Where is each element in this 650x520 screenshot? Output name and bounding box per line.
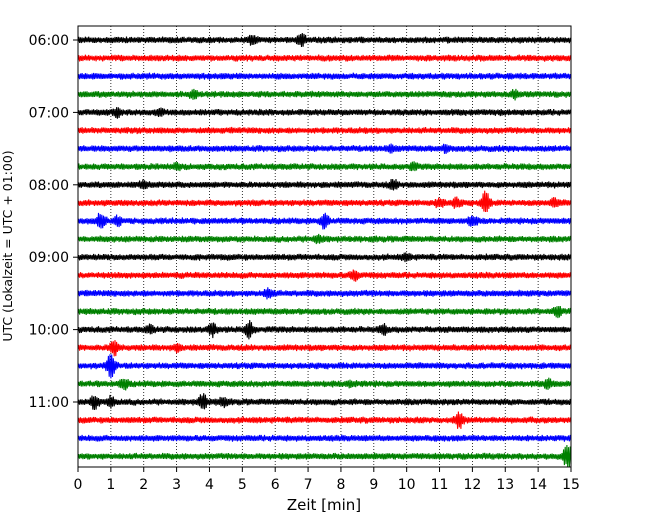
trace-09:45	[77, 306, 572, 319]
x-tick-label-8: 8	[336, 477, 345, 493]
y-tick-label-11:00: 11:00	[29, 395, 69, 411]
x-tick-label-3: 3	[172, 477, 181, 493]
y-tick-label-07:00: 07:00	[29, 105, 69, 121]
trace-07:45	[77, 161, 572, 172]
x-tick-label-15: 15	[562, 477, 580, 493]
y-tick-label-06:00: 06:00	[29, 33, 69, 49]
x-tick-label-11: 11	[431, 477, 449, 493]
x-tick-label-5: 5	[238, 477, 247, 493]
trace-06:00	[77, 32, 572, 48]
trace-10:30	[77, 354, 572, 379]
y-tick-label-10:00: 10:00	[29, 323, 69, 339]
trace-09:00	[77, 252, 572, 263]
x-tick-label-1: 1	[106, 477, 115, 493]
trace-07:30	[77, 143, 572, 154]
x-tick-label-0: 0	[74, 477, 83, 493]
x-tick-label-4: 4	[205, 477, 214, 493]
trace-11:30	[77, 434, 572, 442]
y-axis-label: UTC (Lokalzeit = UTC + 01:00)	[0, 150, 15, 341]
x-tick-label-7: 7	[304, 477, 313, 493]
trace-06:30	[77, 72, 572, 80]
y-tick-label-09:00: 09:00	[29, 250, 69, 266]
x-tick-label-14: 14	[529, 477, 547, 493]
x-tick-label-12: 12	[463, 477, 481, 493]
trace-06:15	[77, 54, 572, 62]
trace-group	[77, 32, 572, 468]
trace-08:15	[77, 190, 572, 213]
trace-11:45	[77, 444, 572, 468]
trace-10:45	[77, 377, 572, 391]
y-tick-label-08:00: 08:00	[29, 178, 69, 194]
trace-11:00	[77, 393, 572, 411]
trace-07:15	[77, 126, 572, 135]
x-tick-label-6: 6	[271, 477, 280, 493]
trace-06:45	[77, 88, 572, 101]
trace-08:00	[77, 178, 572, 191]
trace-08:30	[77, 212, 572, 230]
plot-frame	[77, 25, 572, 468]
x-axis-label: Zeit [min]	[287, 496, 361, 514]
trace-09:15	[77, 269, 572, 282]
trace-11:15	[77, 411, 572, 429]
trace-10:15	[77, 340, 572, 357]
x-tick-label-10: 10	[398, 477, 416, 493]
trace-10:00	[77, 319, 572, 340]
trace-09:30	[77, 287, 572, 300]
x-tick-label-2: 2	[139, 477, 148, 493]
x-tick-label-13: 13	[496, 477, 514, 493]
y-axis-ticks: 06:00 07:00 08:00 09:00 10:00 11:00	[29, 33, 78, 411]
trace-08:45	[77, 233, 572, 245]
x-axis-ticks: 0 1 2 3 4 5 6 7 8 9 10 11 12 13 14 15	[74, 467, 580, 493]
x-tick-label-9: 9	[369, 477, 378, 493]
trace-07:00	[77, 107, 572, 119]
